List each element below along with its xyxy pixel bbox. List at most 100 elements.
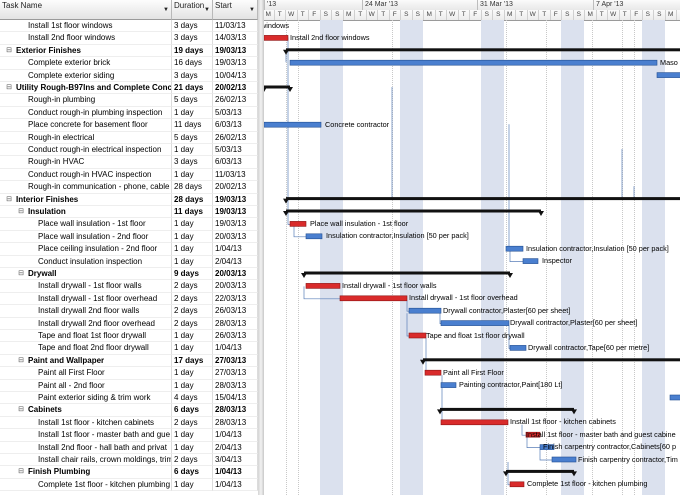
task-row[interactable]: Install drywall 2nd floor walls 2 days 26/… xyxy=(0,305,258,318)
task-row[interactable]: Conduct rough-in plumbing inspection 1 da… xyxy=(0,106,258,120)
task-name-cell[interactable]: Complete exterior siding xyxy=(0,69,172,82)
task-bar[interactable] xyxy=(289,59,658,66)
task-row[interactable]: Paint all First Floor 1 day 27/03/13 xyxy=(0,367,258,380)
collapse-icon[interactable]: ⊟ xyxy=(6,46,12,54)
task-start-cell[interactable]: 26/03/13 xyxy=(213,305,258,318)
task-row[interactable]: Install 1st floor - kitchen cabinets 2 da… xyxy=(0,416,258,430)
task-name-cell[interactable]: Install drywall 2nd floor walls xyxy=(0,305,172,318)
task-row[interactable]: Place concrete for basement floor 11 days… xyxy=(0,119,258,132)
task-name-cell[interactable]: Utility Rough-B97Ins and Complete Concr xyxy=(0,82,172,95)
task-duration-cell[interactable]: 6 days xyxy=(172,404,213,417)
critical-task-bar[interactable] xyxy=(305,283,341,289)
task-name-cell[interactable]: Rough-in HVAC xyxy=(0,156,172,169)
task-name-cell[interactable]: Install chair rails, crown moldings, tri… xyxy=(0,454,172,467)
task-duration-cell[interactable]: 2 days xyxy=(172,305,213,318)
task-duration-cell[interactable]: 1 day xyxy=(172,144,213,157)
collapse-icon[interactable]: ⊟ xyxy=(6,195,12,203)
task-row[interactable]: Conduct insulation inspection 1 day 2/04/1… xyxy=(0,255,258,268)
task-duration-cell[interactable]: 2 days xyxy=(172,317,213,330)
task-start-cell[interactable]: 2/04/13 xyxy=(213,441,258,454)
task-start-cell[interactable]: 28/03/13 xyxy=(213,317,258,330)
task-start-cell[interactable]: 15/04/13 xyxy=(213,392,258,405)
chevron-down-icon[interactable]: ▼ xyxy=(163,7,169,13)
task-start-cell[interactable]: 19/03/13 xyxy=(213,218,258,231)
task-duration-cell[interactable]: 1 day xyxy=(172,441,213,454)
task-start-cell[interactable]: 26/02/13 xyxy=(213,131,258,144)
task-row[interactable]: Install drywall 2nd floor overhead 2 days… xyxy=(0,317,258,330)
collapse-icon[interactable]: ⊟ xyxy=(18,468,24,476)
task-name-cell[interactable]: Conduct rough-in HVAC inspection xyxy=(0,168,172,182)
task-name-cell[interactable]: Tape and float 1st floor drywall xyxy=(0,330,172,343)
task-start-cell[interactable]: 11/03/13 xyxy=(213,20,258,33)
chevron-down-icon[interactable]: ▼ xyxy=(204,7,210,13)
task-row[interactable]: Rough-in communication - phone, cable 28 … xyxy=(0,181,258,194)
task-start-cell[interactable]: 27/03/13 xyxy=(213,367,258,380)
task-row[interactable]: Install drywall - 1st floor overhead 2 da… xyxy=(0,292,258,306)
collapse-icon[interactable]: ⊟ xyxy=(6,84,12,91)
task-bar[interactable] xyxy=(305,233,323,240)
task-start-cell[interactable]: 26/02/13 xyxy=(213,94,258,107)
task-row[interactable]: Place ceiling insulation - 2nd floor 1 da… xyxy=(0,243,258,256)
task-name-cell[interactable]: Install 1st floor - kitchen cabinets xyxy=(0,416,172,430)
task-bar[interactable] xyxy=(505,245,524,252)
task-duration-cell[interactable]: 5 days xyxy=(172,94,213,107)
task-row[interactable]: Install 2nd floor - hall bath and privat… xyxy=(0,441,258,454)
task-row[interactable]: ⊟ Insulation 11 days 19/03/13 xyxy=(0,206,258,219)
task-duration-cell[interactable]: 28 days xyxy=(172,181,213,194)
task-row[interactable]: ⊟ Exterior Finishes 19 days 19/03/13 xyxy=(0,44,258,58)
task-duration-cell[interactable]: 3 days xyxy=(172,156,213,169)
task-duration-cell[interactable]: 2 days xyxy=(172,280,213,293)
task-row[interactable]: Install chair rails, crown moldings, tri… xyxy=(0,454,258,467)
task-name-cell[interactable]: Install drywall 2nd floor overhead xyxy=(0,317,172,330)
task-name-cell[interactable]: Finish Plumbing xyxy=(0,466,172,479)
task-name-cell[interactable]: Paint all - 2nd floor xyxy=(0,379,172,392)
task-name-cell[interactable]: Install 2nd floor windows xyxy=(0,32,172,45)
task-name-cell[interactable]: Place concrete for basement floor xyxy=(0,119,172,132)
task-start-cell[interactable]: 6/03/13 xyxy=(213,119,258,132)
task-start-cell[interactable]: 1/04/13 xyxy=(213,342,258,355)
task-start-cell[interactable]: 19/03/13 xyxy=(213,57,258,70)
task-start-cell[interactable]: 1/04/13 xyxy=(213,243,258,256)
task-duration-cell[interactable]: 28 days xyxy=(172,193,213,206)
task-row[interactable]: Rough-in electrical 5 days 26/02/13 xyxy=(0,131,258,144)
summary-bar[interactable] xyxy=(423,358,680,362)
task-name-cell[interactable]: Install drywall - 1st floor overhead xyxy=(0,292,172,306)
task-row[interactable]: Conduct rough-in HVAC inspection 1 day 11/… xyxy=(0,168,258,182)
task-start-cell[interactable]: 20/03/13 xyxy=(213,280,258,293)
task-row[interactable]: Place wall insulation - 2nd floor 1 day 20… xyxy=(0,230,258,244)
task-start-cell[interactable]: 20/03/13 xyxy=(213,268,258,281)
task-row[interactable]: Paint all - 2nd floor 1 day 28/03/13 xyxy=(0,379,258,392)
task-duration-cell[interactable]: 1 day xyxy=(172,168,213,182)
task-start-cell[interactable]: 11/03/13 xyxy=(213,168,258,182)
collapse-icon[interactable]: ⊟ xyxy=(18,270,24,277)
task-name-cell[interactable]: Tape and float 2nd floor drywall xyxy=(0,342,172,355)
task-name-cell[interactable]: Conduct rough-in electrical inspection xyxy=(0,144,172,157)
critical-task-bar[interactable] xyxy=(408,332,427,339)
summary-bar[interactable] xyxy=(286,209,541,213)
task-row[interactable]: ⊟ Interior Finishes 28 days 19/03/13 xyxy=(0,193,258,206)
task-bar[interactable] xyxy=(539,444,555,450)
task-row[interactable]: Install 1st floor - master bath and gue 1… xyxy=(0,429,258,442)
task-name-cell[interactable]: Conduct insulation inspection xyxy=(0,255,172,268)
pane-splitter[interactable] xyxy=(258,0,264,495)
task-start-cell[interactable]: 20/03/13 xyxy=(213,230,258,244)
critical-task-bar[interactable] xyxy=(424,369,442,376)
critical-task-bar[interactable] xyxy=(440,419,509,426)
task-start-cell[interactable]: 6/03/13 xyxy=(213,156,258,169)
task-start-cell[interactable]: 19/03/13 xyxy=(213,206,258,219)
task-start-cell[interactable]: 5/03/13 xyxy=(213,144,258,157)
summary-bar[interactable] xyxy=(286,197,680,201)
task-name-cell[interactable]: Rough-in plumbing xyxy=(0,94,172,107)
task-duration-cell[interactable]: 1 day xyxy=(172,243,213,256)
task-start-cell[interactable]: 10/04/13 xyxy=(213,69,258,82)
task-name-cell[interactable]: Rough-in communication - phone, cable xyxy=(0,181,172,194)
task-row[interactable]: Install 1st floor windows 3 days 11/03/13 xyxy=(0,20,258,33)
task-row[interactable]: Rough-in plumbing 5 days 26/02/13 xyxy=(0,94,258,107)
task-name-cell[interactable]: Rough-in electrical xyxy=(0,131,172,144)
task-bar[interactable] xyxy=(509,345,527,351)
task-start-cell[interactable]: 28/03/13 xyxy=(213,416,258,430)
task-duration-cell[interactable]: 2 days xyxy=(172,454,213,467)
critical-task-bar[interactable] xyxy=(509,481,525,488)
task-row[interactable]: Tape and float 1st floor drywall 1 day 26/… xyxy=(0,330,258,343)
task-start-cell[interactable]: 3/04/13 xyxy=(213,454,258,467)
